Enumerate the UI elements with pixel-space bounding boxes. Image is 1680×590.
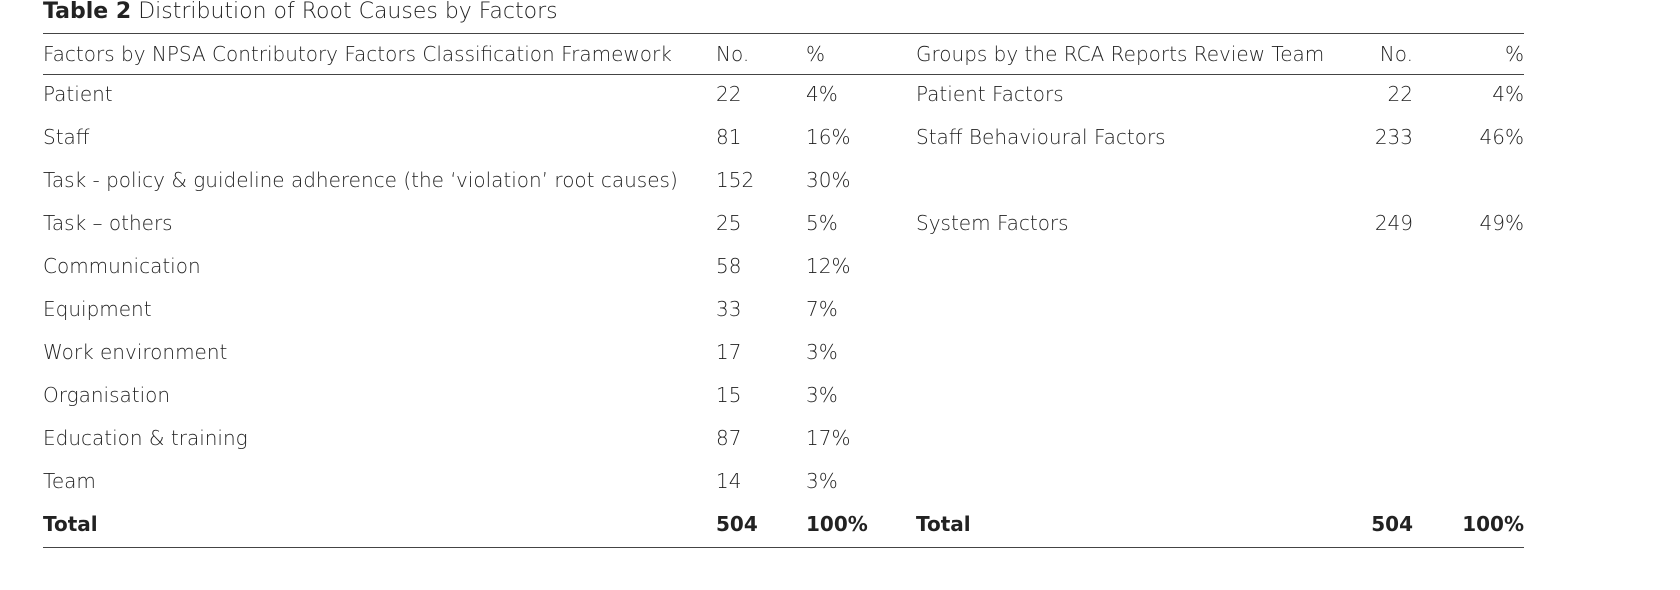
column-header: No.: [1379, 42, 1413, 66]
total-cell: 100%: [806, 512, 868, 536]
factor-name: Task – others: [43, 211, 173, 235]
factor-percent: 4%: [806, 82, 838, 106]
factor-count: 33: [716, 297, 742, 321]
total-cell: Total: [916, 512, 971, 536]
factor-percent: 3%: [806, 383, 838, 407]
column-header: %: [1504, 42, 1524, 66]
factor-percent: 12%: [806, 254, 851, 278]
factor-name: Equipment: [43, 297, 152, 321]
total-cell: 504: [716, 512, 758, 536]
factor-percent: 3%: [806, 469, 838, 493]
column-header: Factors by NPSA Contributory Factors Cla…: [43, 42, 672, 66]
group-count: 233: [1374, 125, 1413, 149]
table-title: Distribution of Root Causes by Factors: [138, 0, 558, 24]
factor-name: Work environment: [43, 340, 228, 364]
header-rule: [43, 74, 1524, 75]
factor-count: 22: [716, 82, 742, 106]
group-name: System Factors: [916, 211, 1069, 235]
factor-count: 87: [716, 426, 742, 450]
table-caption: Table 2 Distribution of Root Causes by F…: [43, 0, 558, 24]
factor-count: 14: [716, 469, 742, 493]
group-count: 22: [1387, 82, 1413, 106]
column-header: Groups by the RCA Reports Review Team: [916, 42, 1325, 66]
group-count: 249: [1374, 211, 1413, 235]
factor-count: 17: [716, 340, 742, 364]
group-percent: 49%: [1479, 211, 1524, 235]
factor-percent: 16%: [806, 125, 851, 149]
factor-count: 81: [716, 125, 742, 149]
factor-percent: 30%: [806, 168, 851, 192]
group-name: Patient Factors: [916, 82, 1064, 106]
total-cell: 504: [1371, 512, 1413, 536]
column-header: No.: [716, 42, 750, 66]
group-name: Staff Behavioural Factors: [916, 125, 1166, 149]
total-cell: Total: [43, 512, 98, 536]
factor-name: Communication: [43, 254, 201, 278]
factor-count: 25: [716, 211, 742, 235]
table-label: Table 2: [43, 0, 132, 24]
factor-name: Staff: [43, 125, 90, 149]
bottom-rule: [43, 547, 1524, 548]
factor-percent: 3%: [806, 340, 838, 364]
group-percent: 4%: [1492, 82, 1524, 106]
factor-name: Education & training: [43, 426, 248, 450]
group-percent: 46%: [1479, 125, 1524, 149]
factor-count: 15: [716, 383, 742, 407]
factor-name: Task - policy & guideline adherence (the…: [43, 168, 678, 192]
factor-percent: 17%: [806, 426, 851, 450]
factor-name: Organisation: [43, 383, 171, 407]
column-header: %: [806, 42, 826, 66]
factor-percent: 5%: [806, 211, 838, 235]
total-cell: 100%: [1462, 512, 1524, 536]
top-rule: [43, 33, 1524, 34]
factor-count: 152: [716, 168, 755, 192]
factor-count: 58: [716, 254, 742, 278]
factor-name: Patient: [43, 82, 113, 106]
factor-percent: 7%: [806, 297, 838, 321]
factor-name: Team: [43, 469, 96, 493]
